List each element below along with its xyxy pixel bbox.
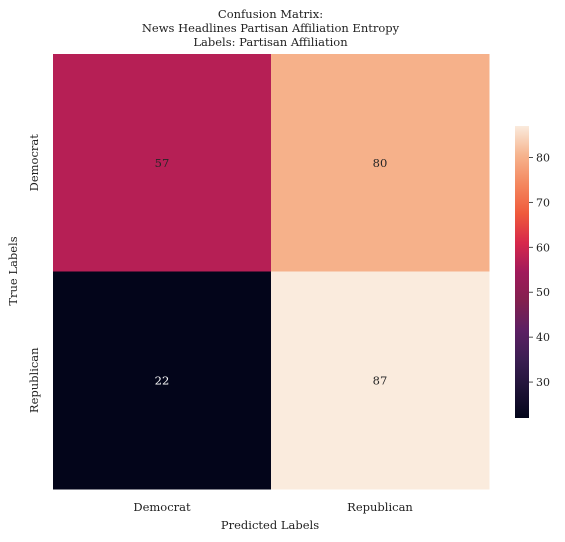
- colorbar: [515, 126, 529, 418]
- y-axis-label: True Labels: [6, 236, 20, 305]
- heatmap-cell: [271, 271, 490, 490]
- heatmap-cell: [53, 271, 272, 490]
- heatmap-cell: [53, 54, 272, 272]
- heatmap-cell: [271, 54, 490, 272]
- colorbar-tick-label: 40: [536, 331, 550, 344]
- x-tick-label: Democrat: [133, 500, 191, 514]
- y-tick-label: Democrat: [27, 134, 41, 192]
- colorbar-tick-label: 30: [536, 376, 550, 389]
- cell-value-label: 87: [373, 373, 388, 387]
- y-tick-label: Republican: [27, 347, 41, 413]
- x-tick-label: Republican: [347, 500, 413, 514]
- chart-title-line-3: Labels: Partisan Affiliation: [193, 35, 348, 49]
- cell-value-label: 22: [155, 373, 170, 387]
- colorbar-tick-label: 50: [536, 286, 550, 299]
- chart-title-line-2: News Headlines Partisan Affiliation Entr…: [141, 21, 400, 35]
- cell-value-label: 57: [155, 156, 170, 170]
- cell-value-label: 80: [373, 156, 388, 170]
- colorbar-tick-label: 60: [536, 241, 550, 254]
- colorbar-tick-label: 80: [536, 151, 550, 164]
- colorbar-tick-label: 70: [536, 196, 550, 209]
- chart-title-line-1: Confusion Matrix:: [217, 7, 324, 21]
- x-axis-label: Predicted Labels: [221, 518, 319, 532]
